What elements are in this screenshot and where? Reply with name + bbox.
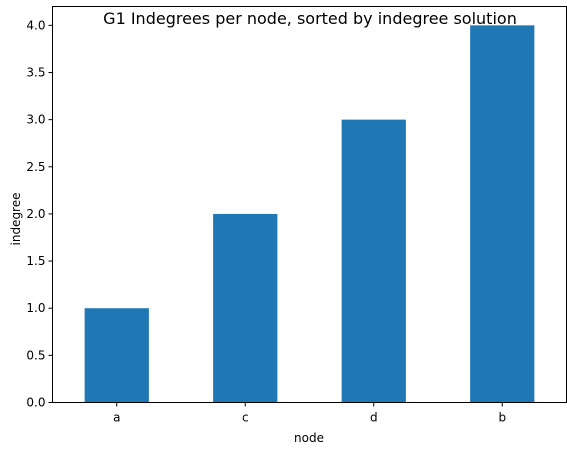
- y-tick-label-2.0: 2.0: [26, 207, 45, 221]
- y-tick-label-4.0: 4.0: [26, 18, 45, 32]
- y-tick-label-3.0: 3.0: [26, 113, 45, 127]
- y-tick-label-0.0: 0.0: [26, 396, 45, 410]
- chart-title: G1 Indegrees per node, sorted by indegre…: [103, 9, 517, 28]
- x-tick-label-d: d: [370, 411, 378, 425]
- y-axis-label: indegree: [9, 193, 23, 246]
- bar-c: [213, 213, 278, 403]
- bar-a: [84, 308, 149, 403]
- x-tick-label-a: a: [113, 411, 120, 425]
- y-tick-label-2.5: 2.5: [26, 160, 45, 174]
- x-axis-label: node: [294, 431, 324, 445]
- y-tick-label-3.5: 3.5: [26, 66, 45, 80]
- y-tick-label-1.0: 1.0: [26, 301, 45, 315]
- y-tick-label-1.5: 1.5: [26, 254, 45, 268]
- y-axis-ticks: 0.0 0.5 1.0 1.5 2.0 2.5 3.0 3.5 4.0: [26, 18, 53, 410]
- x-tick-label-b: b: [498, 411, 506, 425]
- bar-b: [470, 25, 535, 403]
- x-tick-label-c: c: [242, 411, 249, 425]
- y-tick-label-0.5: 0.5: [26, 348, 45, 362]
- bar-d: [341, 119, 406, 403]
- bars-group: [84, 25, 535, 403]
